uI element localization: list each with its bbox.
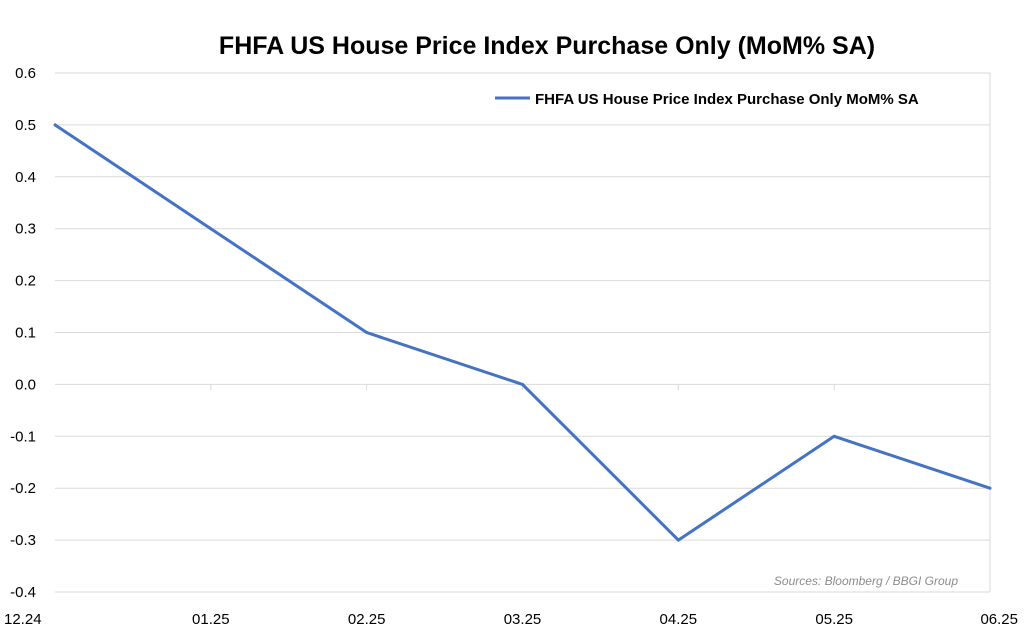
- y-tick-label: 0.1: [15, 325, 36, 342]
- y-tick-label: 0.4: [15, 169, 36, 186]
- data-point: [209, 227, 213, 231]
- x-axis-ticks: 12.24 01.25 02.25 03.25 04.25 05.25 06.25: [4, 384, 1018, 628]
- data-point: [521, 382, 524, 386]
- y-tick-label: -0.1: [10, 428, 36, 445]
- x-tick-label: 01.25: [192, 611, 230, 628]
- y-axis-ticks: 0.6 0.5 0.4 0.3 0.2 0.1 0.0 -0.1 -0.2 -0.3 -0.4: [10, 65, 36, 601]
- x-tick-label: 02.25: [348, 611, 386, 628]
- x-tick-label: 05.25: [815, 611, 853, 628]
- y-tick-label: -0.2: [10, 480, 36, 497]
- source-note: Sources: Bloomberg / BBGI Group: [774, 574, 958, 588]
- y-tick-label: -0.3: [10, 532, 36, 549]
- x-tick-label: 04.25: [660, 611, 698, 628]
- x-tick-label: 03.25: [504, 611, 542, 628]
- y-tick-label: 0.3: [15, 221, 36, 238]
- legend-label: FHFA US House Price Index Purchase Only …: [535, 91, 919, 108]
- y-tick-label: -0.4: [10, 584, 36, 601]
- y-tick-label: 0.2: [15, 273, 36, 290]
- y-tick-label: 0.6: [15, 65, 36, 82]
- chart-title: FHFA US House Price Index Purchase Only …: [219, 32, 875, 60]
- y-tick-label: 0.5: [15, 117, 36, 134]
- data-point: [676, 538, 680, 542]
- x-tick-label: 12.24: [4, 611, 42, 628]
- series-layer: [53, 123, 992, 542]
- gridlines: [55, 72, 991, 593]
- x-tick-label: 06.25: [980, 611, 1018, 628]
- data-point: [988, 486, 992, 490]
- legend: FHFA US House Price Index Purchase Only …: [495, 91, 919, 108]
- data-point: [53, 123, 57, 127]
- data-point: [365, 331, 369, 334]
- y-tick-label: 0.0: [15, 376, 36, 393]
- data-point: [832, 434, 836, 438]
